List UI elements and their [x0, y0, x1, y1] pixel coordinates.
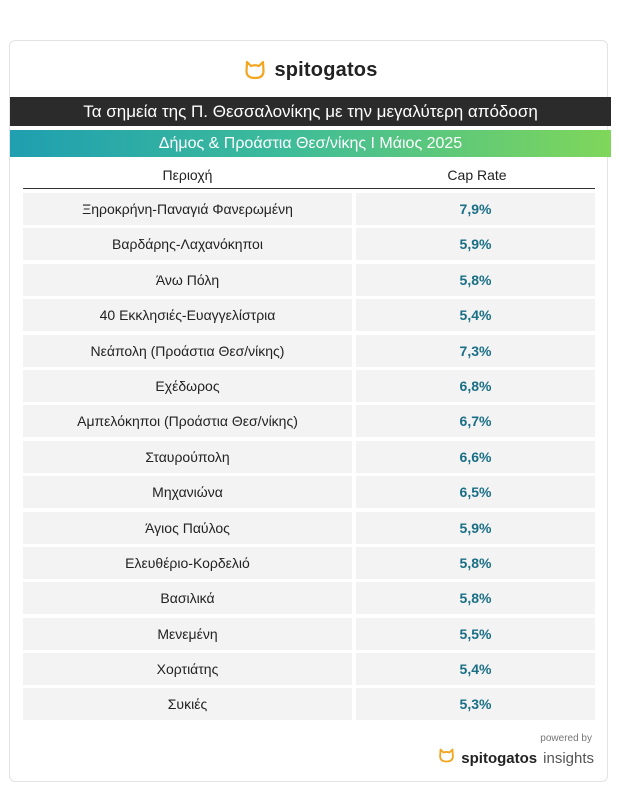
area-cell: Συκιές	[23, 688, 352, 721]
table-body: Ξηροκρήνη-Παναγιά Φανερωμένη 7,9% Βαρδάρη…	[23, 193, 595, 724]
brand-logo: spitogatos	[0, 58, 622, 82]
cap-rate-cell: 6,8%	[356, 369, 595, 402]
area-cell: Ξηροκρήνη-Παναγιά Φανερωμένη	[23, 193, 352, 225]
area-cell: 40 Εκκλησιές-Ευαγγελίστρια	[23, 299, 352, 332]
table-row: Σταυρούπολη 6,6%	[23, 440, 595, 473]
cap-rate-cell: 7,3%	[356, 334, 595, 367]
area-cell: Βασιλικά	[23, 582, 352, 615]
area-cell: Άγιος Παύλος	[23, 511, 352, 544]
area-cell: Αμπελόκηποι (Προάστια Θεσ/νίκης)	[23, 405, 352, 438]
area-cell: Νεάπολη (Προάστια Θεσ/νίκης)	[23, 334, 352, 367]
table-row: Νεάπολη (Προάστια Θεσ/νίκης) 7,3%	[23, 334, 595, 367]
footer-logo: spitogatos insights	[438, 748, 594, 768]
cap-rate-cell: 5,5%	[356, 617, 595, 650]
cat-icon	[244, 60, 266, 80]
area-cell: Σταυρούπολη	[23, 440, 352, 473]
footer-brand-name: spitogatos	[461, 749, 538, 767]
column-header-area: Περιοχή	[162, 167, 213, 183]
column-header-cap-rate: Cap Rate	[447, 167, 507, 183]
table-row: Ξηροκρήνη-Παναγιά Φανερωμένη 7,9%	[23, 193, 595, 225]
cap-rate-cell: 6,7%	[356, 405, 595, 438]
table-row: Συκιές 5,3%	[23, 688, 595, 721]
table-row: Μενεμένη 5,5%	[23, 617, 595, 650]
page-subtitle: Δήμος & Προάστια Θεσ/νίκης I Μάιος 2025	[10, 130, 611, 157]
area-cell: Βαρδάρης-Λαχανόκηποι	[23, 228, 352, 261]
cap-rate-cell: 5,8%	[356, 546, 595, 579]
cap-rate-cell: 5,8%	[356, 582, 595, 615]
table-row: Άνω Πόλη 5,8%	[23, 263, 595, 296]
table-row: Χορτιάτης 5,4%	[23, 653, 595, 686]
table-header: Περιοχή Cap Rate	[23, 164, 595, 189]
cap-rate-cell: 6,5%	[356, 476, 595, 509]
cap-rate-cell: 5,8%	[356, 263, 595, 296]
table-row: Βαρδάρης-Λαχανόκηποι 5,9%	[23, 228, 595, 261]
cap-rate-cell: 5,4%	[356, 653, 595, 686]
table-row: Ελευθέριο-Κορδελιό 5,8%	[23, 546, 595, 579]
area-cell: Χορτιάτης	[23, 653, 352, 686]
cap-rate-cell: 6,6%	[356, 440, 595, 473]
page-title: Τα σημεία της Π. Θεσσαλονίκης με την μεγ…	[10, 97, 611, 126]
footer-product-name: insights	[543, 749, 594, 767]
cap-rate-cell: 5,9%	[356, 228, 595, 261]
area-cell: Ελευθέριο-Κορδελιό	[23, 546, 352, 579]
area-cell: Άνω Πόλη	[23, 263, 352, 296]
table-row: Εχέδωρος 6,8%	[23, 369, 595, 402]
cap-rate-cell: 5,9%	[356, 511, 595, 544]
cap-rate-cell: 7,9%	[356, 193, 595, 225]
area-cell: Μηχανιώνα	[23, 476, 352, 509]
table-row: 40 Εκκλησιές-Ευαγγελίστρια 5,4%	[23, 299, 595, 332]
cap-rate-cell: 5,3%	[356, 688, 595, 721]
table-row: Μηχανιώνα 6,5%	[23, 476, 595, 509]
cap-rate-cell: 5,4%	[356, 299, 595, 332]
table-row: Βασιλικά 5,8%	[23, 582, 595, 615]
table-row: Άγιος Παύλος 5,9%	[23, 511, 595, 544]
powered-by-label: powered by	[540, 733, 592, 744]
area-cell: Μενεμένη	[23, 617, 352, 650]
area-cell: Εχέδωρος	[23, 369, 352, 402]
table-row: Αμπελόκηποι (Προάστια Θεσ/νίκης) 6,7%	[23, 405, 595, 438]
cat-icon	[438, 748, 455, 768]
brand-name: spitogatos	[274, 58, 378, 81]
